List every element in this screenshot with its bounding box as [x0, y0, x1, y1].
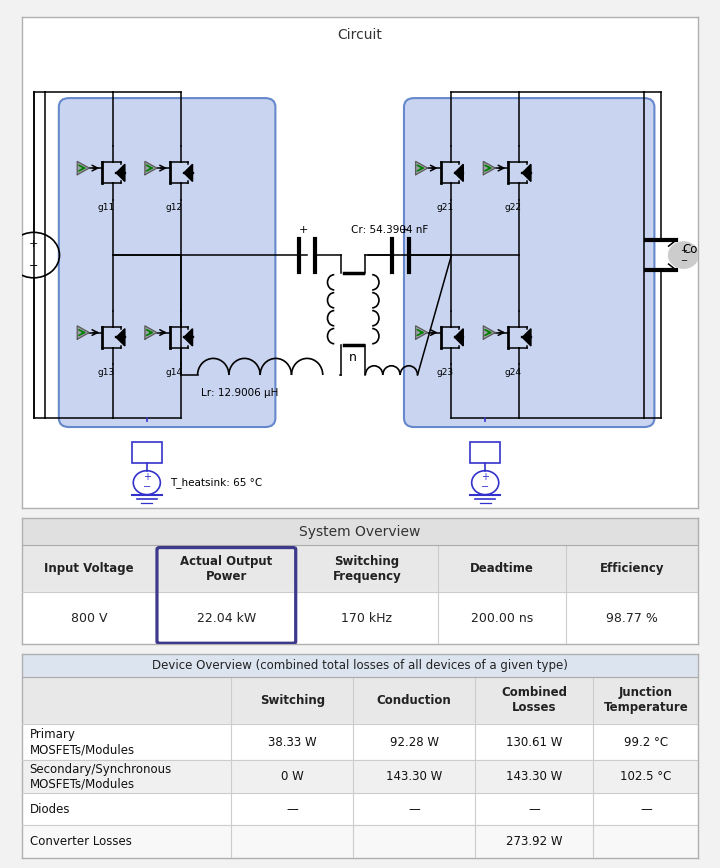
Bar	[22, 518, 698, 545]
Text: 800 V: 800 V	[71, 612, 107, 625]
Polygon shape	[184, 329, 192, 346]
Text: g22: g22	[504, 203, 521, 213]
Polygon shape	[522, 164, 531, 181]
Polygon shape	[415, 161, 428, 174]
Bar	[22, 545, 698, 592]
Text: g13: g13	[98, 368, 115, 377]
Circle shape	[669, 242, 698, 268]
Text: 200.00 ns: 200.00 ns	[471, 612, 534, 625]
Text: Secondary/Synchronous
MOSFETs/Modules: Secondary/Synchronous MOSFETs/Modules	[30, 763, 172, 791]
Text: −: −	[29, 261, 38, 271]
Polygon shape	[454, 164, 463, 181]
Text: +: +	[143, 472, 150, 483]
Text: g23: g23	[436, 368, 454, 377]
Text: Input Voltage: Input Voltage	[45, 562, 134, 575]
FancyBboxPatch shape	[404, 98, 654, 427]
Text: g11: g11	[98, 203, 115, 213]
Text: —: —	[528, 803, 540, 816]
Text: +: +	[680, 246, 687, 255]
Polygon shape	[483, 161, 495, 174]
Text: 273.92 W: 273.92 W	[506, 835, 562, 848]
Text: Converter Losses: Converter Losses	[30, 835, 132, 848]
Text: Efficiency: Efficiency	[600, 562, 665, 575]
Polygon shape	[184, 164, 192, 181]
Text: 170 kHz: 170 kHz	[341, 612, 392, 625]
Text: +: +	[400, 226, 409, 235]
Text: g21: g21	[436, 203, 454, 213]
Text: 143.30 W: 143.30 W	[506, 770, 562, 783]
Text: +: +	[29, 240, 38, 249]
Text: Device Overview (combined total losses of all devices of a given type): Device Overview (combined total losses o…	[152, 659, 568, 672]
Text: —: —	[408, 803, 420, 816]
Polygon shape	[77, 161, 89, 174]
Text: +: +	[299, 226, 308, 235]
Bar	[22, 825, 698, 858]
Text: T_heatsink: 65 °C: T_heatsink: 65 °C	[171, 477, 263, 488]
Text: Primary
MOSFETs/Modules: Primary MOSFETs/Modules	[30, 728, 135, 756]
Text: Combined
Losses: Combined Losses	[501, 687, 567, 714]
Text: Switching: Switching	[260, 694, 325, 707]
Text: Deadtime: Deadtime	[470, 562, 534, 575]
Bar	[22, 676, 698, 724]
Text: 143.30 W: 143.30 W	[386, 770, 442, 783]
Text: Lr: 12.9006 μH: Lr: 12.9006 μH	[201, 388, 279, 398]
Text: Diodes: Diodes	[30, 803, 71, 816]
Text: g24: g24	[504, 368, 521, 377]
Bar	[22, 793, 698, 825]
Polygon shape	[116, 164, 125, 181]
Polygon shape	[522, 329, 531, 346]
Text: Co: Co	[683, 243, 698, 255]
Text: 22.04 kW: 22.04 kW	[197, 612, 256, 625]
Text: 98.77 %: 98.77 %	[606, 612, 658, 625]
Text: −: −	[680, 257, 687, 266]
Text: 99.2 °C: 99.2 °C	[624, 736, 668, 749]
Text: Junction
Temperature: Junction Temperature	[603, 687, 688, 714]
Bar	[22, 654, 698, 676]
Text: n: n	[349, 351, 357, 364]
Polygon shape	[483, 326, 495, 339]
Text: Actual Output
Power: Actual Output Power	[180, 555, 272, 582]
Polygon shape	[145, 326, 157, 339]
Text: —: —	[287, 803, 298, 816]
Bar	[22, 592, 698, 644]
Text: +: +	[481, 472, 489, 483]
Text: g12: g12	[166, 203, 183, 213]
Bar	[22, 724, 698, 760]
Text: Conduction: Conduction	[377, 694, 451, 707]
Text: 92.28 W: 92.28 W	[390, 736, 438, 749]
Text: System Overview: System Overview	[300, 525, 420, 539]
Text: Cr: 54.3904 nF: Cr: 54.3904 nF	[351, 226, 428, 235]
Text: −: −	[481, 483, 490, 492]
Text: 130.61 W: 130.61 W	[506, 736, 562, 749]
Text: —: —	[640, 803, 652, 816]
Bar	[470, 442, 500, 463]
Text: Circuit: Circuit	[338, 29, 382, 43]
Polygon shape	[77, 326, 89, 339]
Bar	[132, 442, 162, 463]
Text: −: −	[143, 483, 151, 492]
Bar	[22, 760, 698, 793]
Text: 102.5 °C: 102.5 °C	[620, 770, 672, 783]
Polygon shape	[116, 329, 125, 346]
Polygon shape	[145, 161, 157, 174]
Text: g14: g14	[166, 368, 183, 377]
Polygon shape	[415, 326, 428, 339]
Text: 0 W: 0 W	[281, 770, 304, 783]
Text: Switching
Frequency: Switching Frequency	[333, 555, 401, 582]
Text: 38.33 W: 38.33 W	[268, 736, 317, 749]
FancyBboxPatch shape	[59, 98, 275, 427]
Polygon shape	[454, 329, 463, 346]
